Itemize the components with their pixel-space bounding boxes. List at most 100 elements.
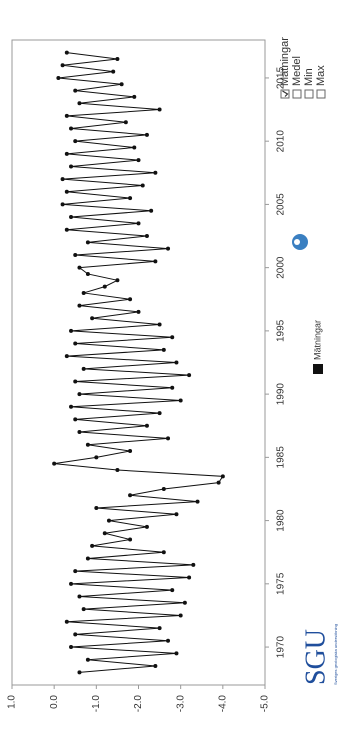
data-point — [174, 360, 179, 365]
data-point — [69, 404, 74, 409]
data-point — [77, 594, 82, 599]
data-point — [170, 385, 175, 390]
data-point — [123, 120, 128, 125]
data-point — [128, 537, 133, 542]
x-tick-label: 2000 — [276, 256, 287, 279]
y-tick-label: 1.0 — [7, 695, 18, 709]
data-point — [178, 613, 183, 618]
x-tick-label: 1970 — [276, 635, 287, 658]
x-tick-label: 1995 — [276, 319, 287, 342]
data-point — [73, 379, 78, 384]
data-point — [144, 132, 149, 137]
y-tick-label: -3.0 — [175, 695, 186, 713]
data-point — [170, 588, 175, 593]
data-point — [182, 600, 187, 605]
y-tick-label: -2.0 — [133, 695, 144, 713]
data-point — [220, 474, 225, 479]
data-point — [77, 101, 82, 106]
data-point — [64, 354, 69, 359]
rotated-chart: SGU Sveriges geologiska undersökning 1.0… — [7, 37, 338, 712]
data-point — [73, 253, 78, 257]
x-tick-label: 1990 — [276, 383, 287, 406]
data-point — [132, 94, 137, 99]
data-point — [85, 271, 90, 276]
legend-label: Mätningar — [312, 320, 322, 360]
data-point — [64, 619, 69, 624]
data-point — [69, 328, 74, 333]
data-point — [144, 423, 149, 428]
data-point — [85, 556, 90, 561]
data-point — [81, 290, 86, 295]
data-point — [191, 562, 196, 567]
data-point — [81, 366, 86, 371]
x-tick-label: 2015 — [276, 66, 287, 89]
data-point — [153, 170, 158, 175]
data-point — [136, 309, 141, 314]
data-point — [157, 107, 162, 112]
data-point — [166, 246, 171, 251]
y-tick-label: -1.0 — [91, 695, 102, 713]
data-point — [161, 486, 166, 491]
data-point — [187, 575, 192, 580]
data-point — [52, 461, 57, 466]
data-point — [69, 126, 74, 131]
data-point — [128, 196, 133, 201]
data-point — [157, 411, 162, 416]
y-tick-label: -5.0 — [260, 695, 271, 713]
data-point — [216, 480, 221, 485]
data-point — [73, 632, 78, 637]
x-tick-label: 2005 — [276, 193, 287, 216]
data-point — [64, 227, 69, 232]
data-point — [90, 316, 95, 321]
data-point — [64, 151, 69, 156]
data-point — [69, 645, 74, 650]
data-point — [111, 69, 116, 74]
data-point — [94, 455, 99, 460]
data-point — [102, 284, 107, 289]
data-point — [73, 341, 78, 346]
data-point — [136, 158, 141, 163]
option-label: Mätningar — [279, 37, 291, 86]
data-point — [94, 505, 99, 510]
data-point — [178, 398, 183, 403]
x-tick-label: 1985 — [276, 446, 287, 469]
data-point — [144, 234, 149, 239]
data-point — [73, 417, 78, 422]
data-point — [149, 208, 154, 213]
x-tick-label: 2010 — [276, 130, 287, 153]
data-point — [85, 240, 90, 245]
data-point — [161, 347, 166, 352]
data-point — [102, 531, 107, 536]
data-point — [81, 607, 86, 612]
y-tick-label: -4.0 — [217, 695, 228, 713]
data-point — [69, 164, 74, 169]
data-point — [85, 657, 90, 662]
option-label: Min — [303, 68, 315, 86]
data-point — [60, 63, 65, 68]
data-point — [73, 88, 78, 93]
series-line — [54, 52, 224, 673]
data-point — [187, 373, 192, 378]
data-point — [115, 56, 120, 61]
data-point — [64, 189, 69, 194]
data-point — [174, 651, 179, 656]
data-point — [77, 670, 82, 675]
data-point — [64, 113, 69, 118]
data-point — [170, 335, 175, 340]
data-point — [144, 524, 149, 529]
data-point — [85, 442, 90, 447]
data-point — [119, 82, 124, 87]
data-point — [136, 221, 141, 226]
checkbox — [304, 89, 314, 99]
x-tick-label: 1975 — [276, 572, 287, 595]
data-point — [161, 550, 166, 555]
option-label: Medel — [291, 56, 303, 86]
data-point — [153, 664, 158, 669]
data-point — [56, 75, 61, 80]
data-point — [157, 322, 162, 327]
data-point — [128, 493, 133, 498]
data-point — [115, 468, 120, 472]
data-point — [166, 436, 171, 441]
data-point — [73, 569, 78, 574]
